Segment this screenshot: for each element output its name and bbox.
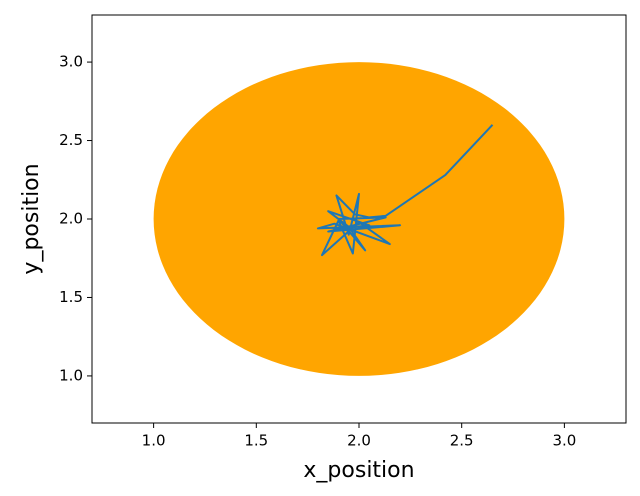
y-tick-label: 3.0 bbox=[59, 53, 83, 71]
x-axis-label: x_position bbox=[303, 458, 414, 483]
x-tick-label: 3.0 bbox=[552, 432, 576, 450]
y-tick-label: 1.5 bbox=[59, 288, 83, 306]
x-tick-label: 2.5 bbox=[450, 432, 474, 450]
x-tick-label: 1.0 bbox=[142, 432, 166, 450]
y-tick-label: 2.5 bbox=[59, 131, 83, 149]
y-tick-label: 1.0 bbox=[59, 366, 83, 384]
y-axis-label: y_position bbox=[19, 163, 44, 274]
y-tick-label: 2.0 bbox=[59, 210, 83, 228]
x-tick-label: 1.5 bbox=[244, 432, 268, 450]
line bbox=[316, 124, 494, 257]
x-tick-label: 2.0 bbox=[347, 432, 371, 450]
